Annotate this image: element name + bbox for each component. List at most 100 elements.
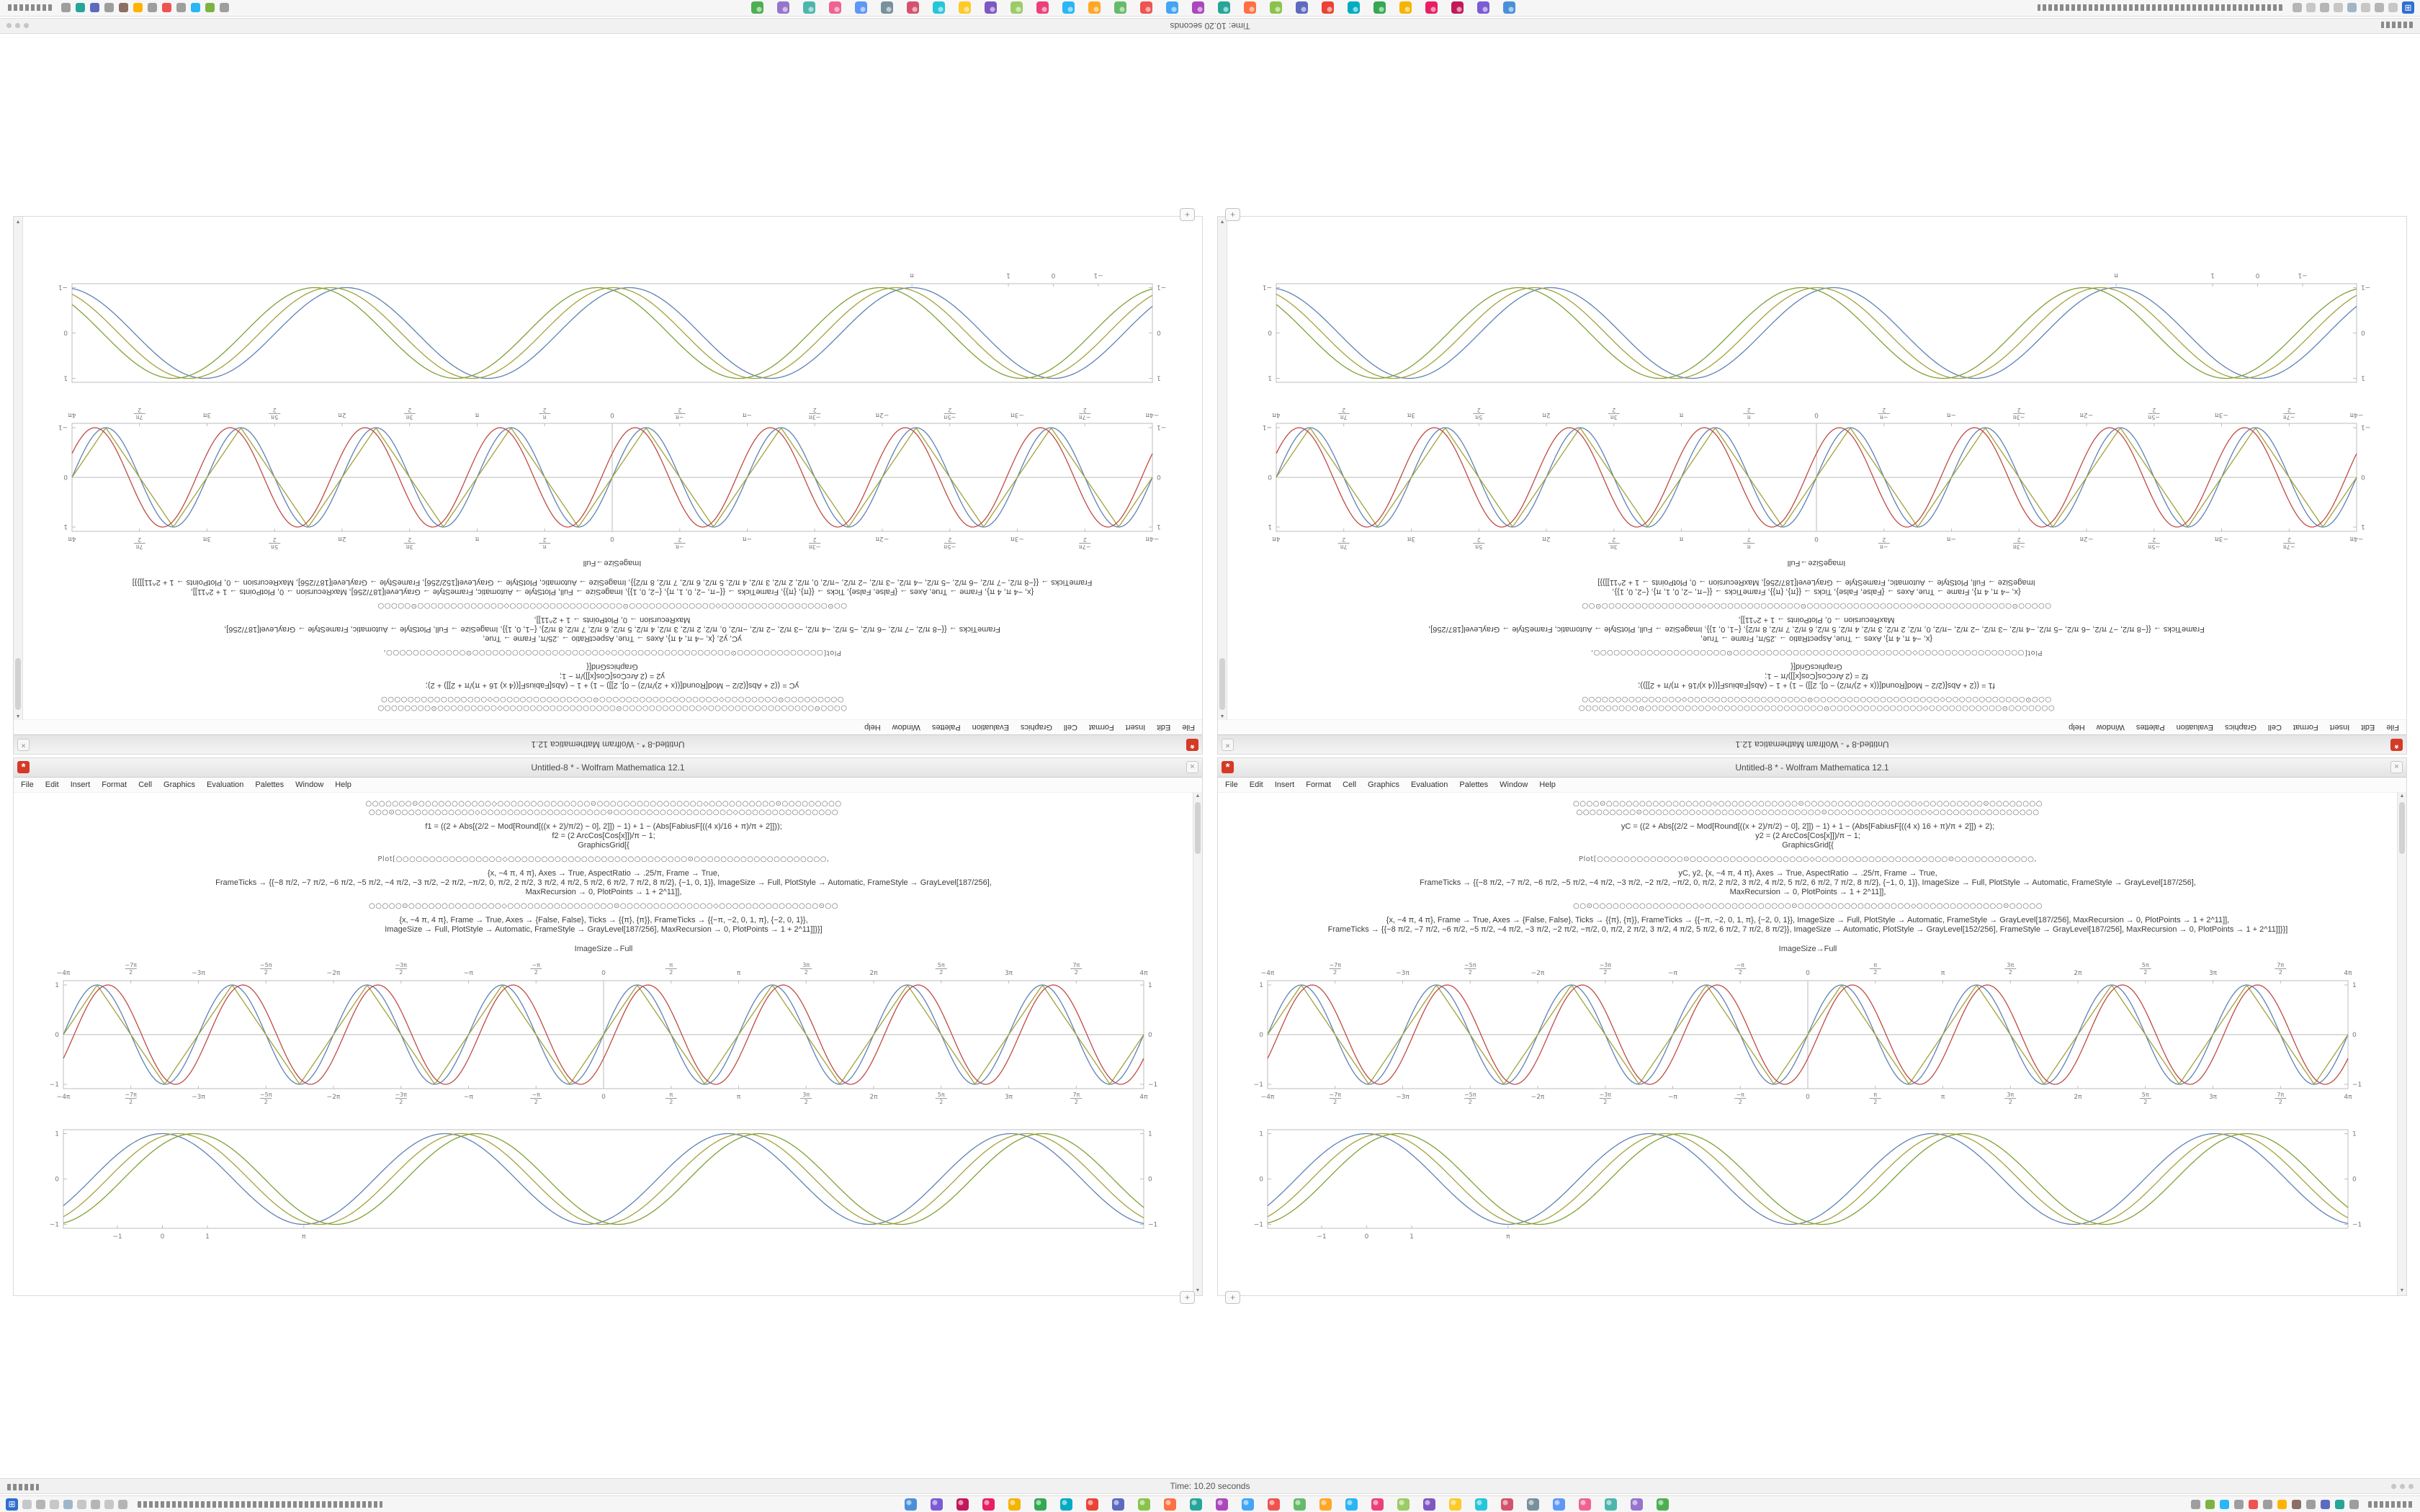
menu-format[interactable]: Format: [1306, 780, 1332, 789]
tray-icon[interactable]: [148, 3, 157, 13]
taskbar-system-icon[interactable]: [50, 1499, 59, 1509]
tray-icon[interactable]: [61, 3, 71, 13]
taskbar-system-icon[interactable]: [2293, 3, 2302, 13]
glyph-cell[interactable]: ○○○○○⊙○○○○○○○○○○○○○○◇○○○○○○○○○○○○○○○○⊙○○…: [1227, 601, 2406, 610]
code-cell[interactable]: yC = ((2 + Abs[(2/2 − Mod[Round[((x + 2)…: [1218, 822, 2398, 850]
tray-icon[interactable]: [90, 3, 99, 13]
status-dot-icon[interactable]: [2400, 1484, 2405, 1489]
tray-icon[interactable]: [2263, 1499, 2272, 1509]
menu-cell[interactable]: Cell: [138, 780, 153, 789]
menu-cell[interactable]: Cell: [1063, 723, 1077, 732]
code-cell[interactable]: {x, −4 π, 4 π}, Frame → True, Axes → {Fa…: [1227, 577, 2406, 596]
code-cell[interactable]: {x, −4 π, 4 π}, Frame → True, Axes → {Fa…: [14, 916, 1193, 935]
status-window-buttons[interactable]: [2391, 1484, 2414, 1489]
code-cell[interactable]: f1 = ((2 + Abs[(2/2 − Mod[Round[((x + 2)…: [1227, 662, 2406, 690]
tray-icon[interactable]: [220, 3, 229, 13]
taskbar-app-icon[interactable]: [1423, 1498, 1435, 1511]
tray-icon[interactable]: [2249, 1499, 2258, 1509]
taskbar-app-icon[interactable]: [1034, 1498, 1047, 1511]
taskbar-app-icon[interactable]: [1348, 1, 1360, 14]
taskbar-system-icon[interactable]: [118, 1499, 127, 1509]
menu-insert[interactable]: Insert: [2329, 723, 2350, 732]
taskbar-app-icon[interactable]: [1114, 1, 1126, 14]
tray-icon[interactable]: [191, 3, 200, 13]
taskbar-app-icon[interactable]: [1008, 1498, 1021, 1511]
taskbar-app-icon[interactable]: [982, 1498, 995, 1511]
taskbar-app-icon[interactable]: [1425, 1, 1438, 14]
scroll-up-icon[interactable]: ▲: [1219, 714, 1225, 719]
status-dot-icon[interactable]: [2408, 1484, 2414, 1489]
glyph-cell[interactable]: ○○○○⊙○○○○○○○○○○○○○○○○◇○○○○○○○○○○○○⊙○○○○○…: [1218, 800, 2398, 817]
window-corner-button[interactable]: +: [1180, 1291, 1195, 1304]
menu-graphics[interactable]: Graphics: [1368, 780, 1400, 789]
taskbar-app-icon[interactable]: [933, 1, 945, 14]
tray-icon[interactable]: [176, 3, 186, 13]
tray-icon[interactable]: [2234, 1499, 2244, 1509]
taskbar-app-icon[interactable]: [1062, 1, 1075, 14]
status-dot-icon[interactable]: [6, 23, 12, 28]
status-dot-icon[interactable]: [15, 23, 20, 28]
code-cell[interactable]: yC, y2, {x, −4 π, 4 π}, Axes → True, Asp…: [22, 615, 1202, 643]
menu-cell[interactable]: Cell: [2267, 723, 2282, 732]
menu-evaluation[interactable]: Evaluation: [1411, 780, 1448, 789]
scrollbar-thumb[interactable]: [1195, 802, 1201, 854]
taskbar[interactable]: ⊞: [0, 0, 2420, 17]
menu-graphics[interactable]: Graphics: [1020, 723, 1052, 732]
menu-edit[interactable]: Edit: [45, 780, 59, 789]
tray-icon[interactable]: [119, 3, 128, 13]
code-cell[interactable]: {x, −4 π, 4 π}, Frame → True, Axes → {Fa…: [1218, 916, 2398, 935]
taskbar-system-icon[interactable]: [104, 1499, 114, 1509]
close-button[interactable]: ×: [1222, 739, 1234, 751]
taskbar-app-icon[interactable]: [1270, 1, 1282, 14]
taskbar-system-icon[interactable]: [2388, 3, 2398, 13]
taskbar-system-icon[interactable]: [77, 1499, 86, 1509]
scrollbar-thumb[interactable]: [1219, 658, 1225, 710]
taskbar-app-icon[interactable]: [1553, 1498, 1565, 1511]
menu-format[interactable]: Format: [2293, 723, 2318, 732]
tray-icon[interactable]: [2220, 1499, 2229, 1509]
taskbar-system-icon[interactable]: [63, 1499, 73, 1509]
start-button[interactable]: ⊞: [2402, 1, 2414, 14]
taskbar-app-icon[interactable]: [855, 1, 867, 14]
scrollbar-thumb[interactable]: [15, 658, 21, 710]
taskbar-app-icon[interactable]: [1242, 1498, 1254, 1511]
taskbar-app-icon[interactable]: [1449, 1498, 1461, 1511]
code-cell[interactable]: {x, −4 π, 4 π}, Frame → True, Axes → {Fa…: [22, 577, 1202, 596]
window-titlebar[interactable]: * Untitled-8 * - Wolfram Mathematica 12.1…: [1218, 734, 2406, 754]
tray-icon[interactable]: [104, 3, 114, 13]
taskbar-app-icon[interactable]: [1501, 1498, 1513, 1511]
menu-help[interactable]: Help: [1539, 780, 1556, 789]
code-cell[interactable]: {x, −4 π, 4 π}, Axes → True, AspectRatio…: [14, 869, 1193, 897]
scrollbar-thumb[interactable]: [2399, 802, 2405, 854]
tray-icon[interactable]: [2321, 1499, 2330, 1509]
taskbar-app-icon[interactable]: [1244, 1, 1256, 14]
vertical-scrollbar[interactable]: ▲ ▼: [14, 217, 23, 720]
taskbar-system-icon[interactable]: [2320, 3, 2329, 13]
taskbar-app-icon[interactable]: [1477, 1, 1489, 14]
taskbar-app-icon[interactable]: [1060, 1498, 1072, 1511]
taskbar-app-icon[interactable]: [905, 1498, 917, 1511]
menu-cell[interactable]: Cell: [1343, 780, 1357, 789]
taskbar-app-icon[interactable]: [803, 1, 815, 14]
menu-window[interactable]: Window: [1500, 780, 1528, 789]
taskbar-app-icon[interactable]: [829, 1, 841, 14]
scroll-up-icon[interactable]: ▲: [15, 714, 21, 719]
taskbar-system-icon[interactable]: [22, 1499, 32, 1509]
menu-window[interactable]: Window: [892, 723, 920, 732]
close-button[interactable]: ×: [1186, 761, 1198, 773]
vertical-scrollbar[interactable]: ▲ ▼: [1218, 217, 1227, 720]
menu-edit[interactable]: Edit: [2361, 723, 2375, 732]
vertical-scrollbar[interactable]: ▲ ▼: [1193, 792, 1202, 1295]
menu-file[interactable]: File: [21, 780, 34, 789]
taskbar-app-icon[interactable]: [1164, 1498, 1176, 1511]
taskbar-app-icon[interactable]: [1475, 1498, 1487, 1511]
taskbar-app-icon[interactable]: [1192, 1, 1204, 14]
scroll-down-icon[interactable]: ▼: [2399, 1288, 2405, 1293]
window-corner-button[interactable]: +: [1180, 208, 1195, 221]
taskbar-app-icon[interactable]: [1294, 1498, 1306, 1511]
taskbar-app-icon[interactable]: [1166, 1, 1178, 14]
menu-file[interactable]: File: [1225, 780, 1238, 789]
taskbar-app-icon[interactable]: [1397, 1498, 1410, 1511]
scroll-up-icon[interactable]: ▲: [2399, 793, 2405, 798]
menu-edit[interactable]: Edit: [1157, 723, 1171, 732]
